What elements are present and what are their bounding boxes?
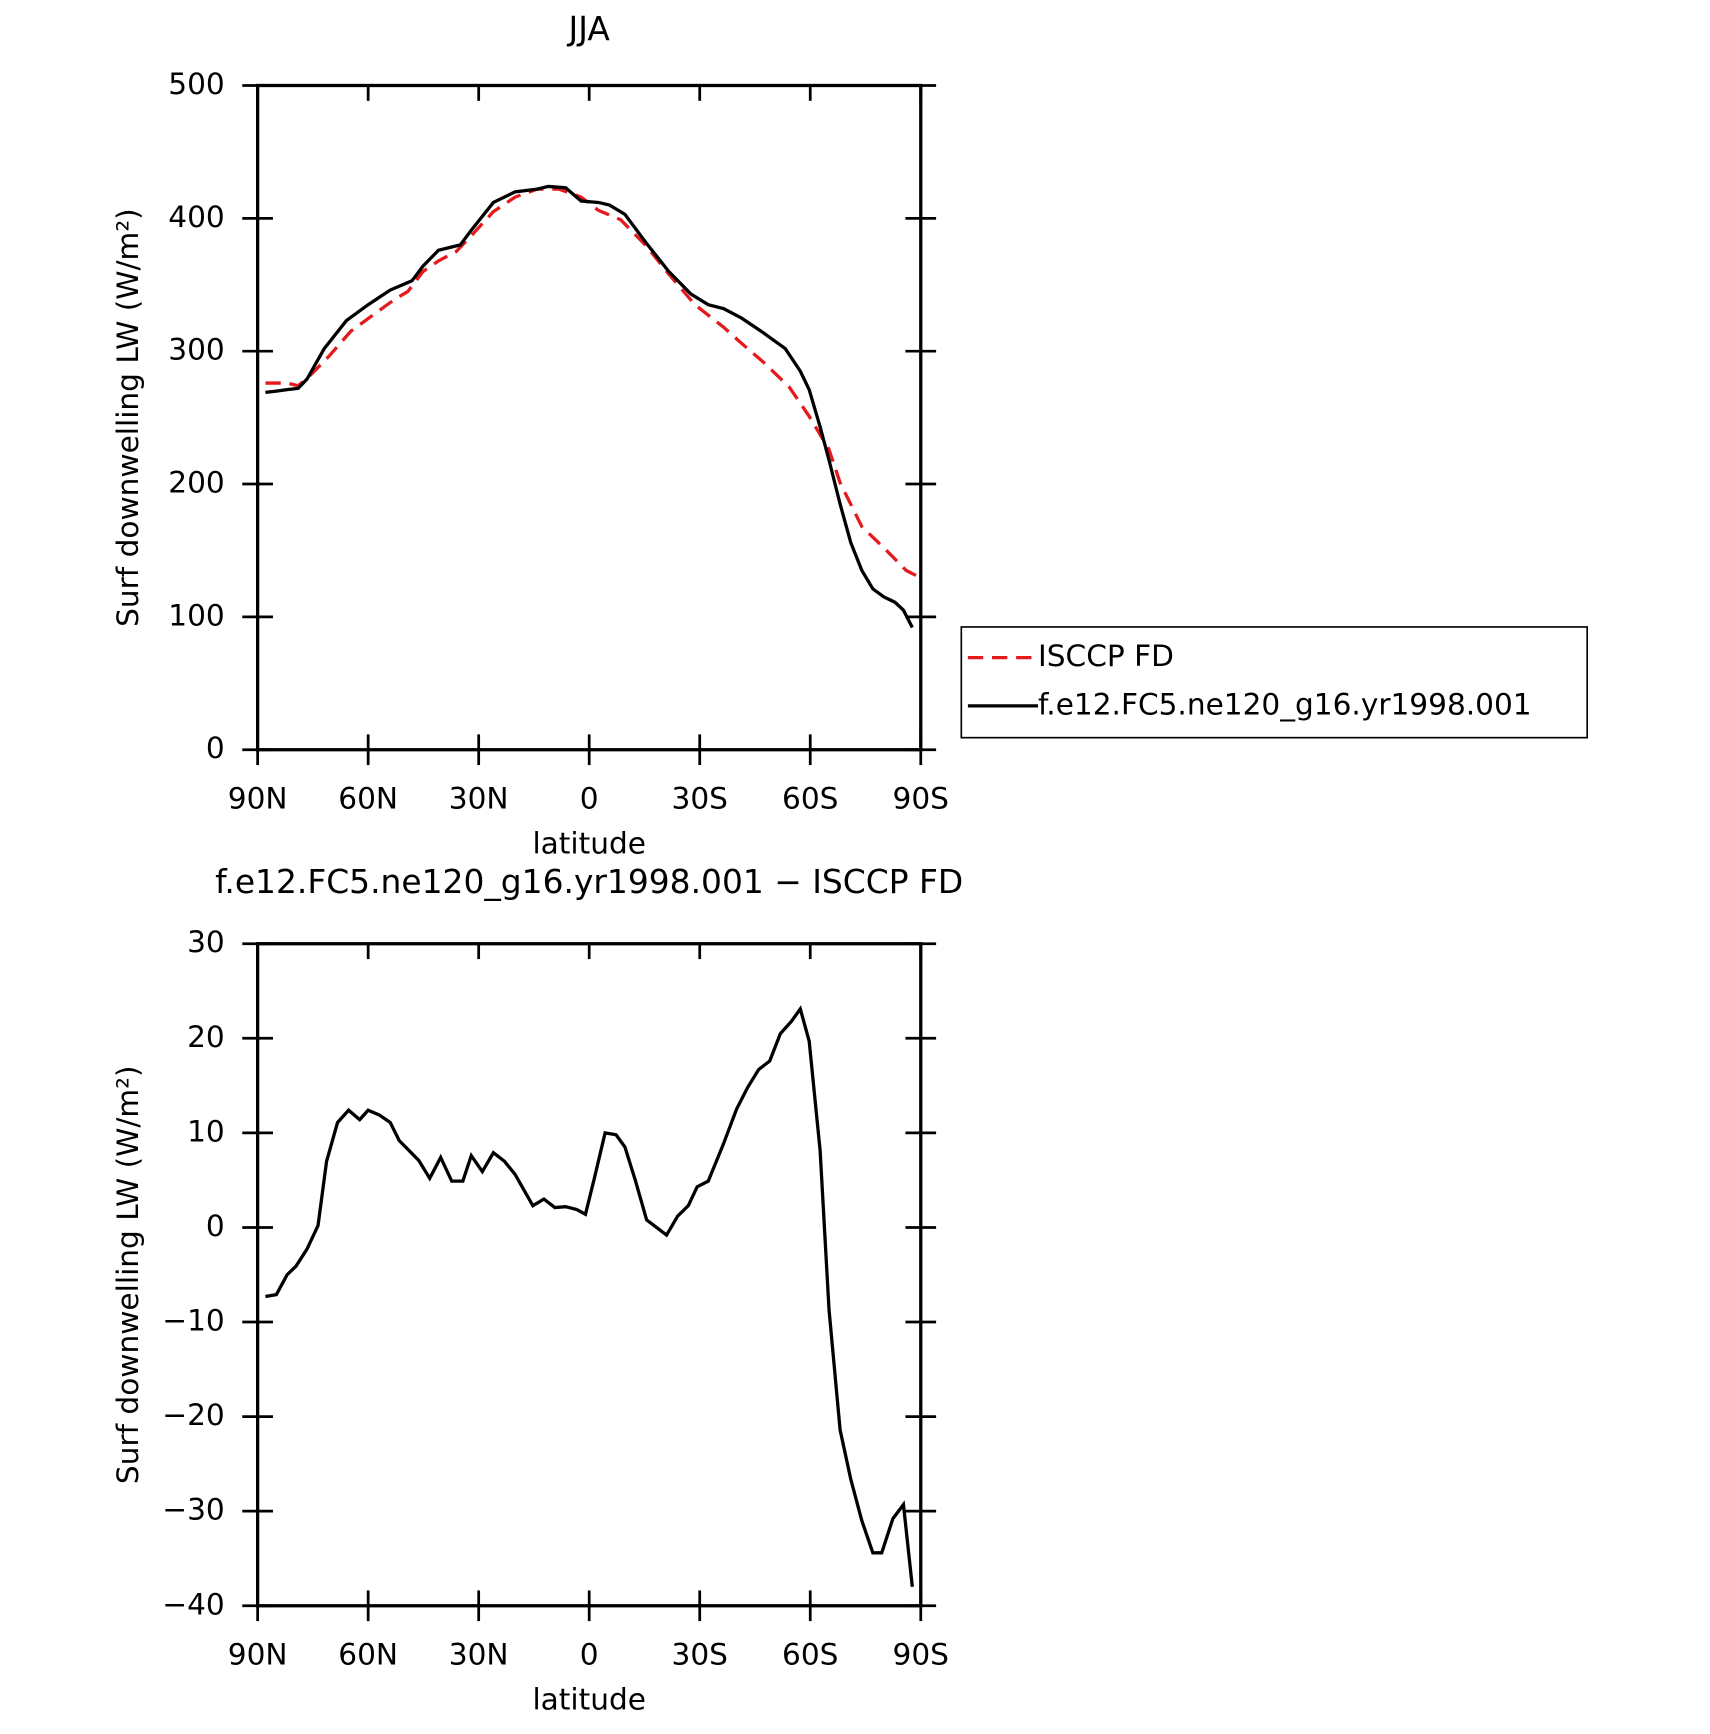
x-tick-label: 0 [580, 782, 599, 816]
data-line [265, 187, 918, 578]
plot-frame [255, 942, 923, 1608]
y-tick-label: 500 [168, 67, 224, 101]
x-tick-label: 30S [672, 782, 728, 816]
y-tick-label: 10 [187, 1114, 225, 1148]
y-tick-label: 0 [206, 1209, 225, 1243]
x-tick-label: 90S [893, 782, 949, 816]
x-tick-label: 60N [338, 782, 398, 816]
x-tick-label: 0 [580, 1638, 599, 1672]
plot-frame [255, 83, 923, 752]
x-tick-label: 30S [672, 1638, 728, 1672]
legend-box [960, 626, 1589, 739]
x-tick-label: 60S [782, 782, 838, 816]
x-tick-label: 90N [228, 782, 288, 816]
x-tick-label: 90S [893, 1638, 949, 1672]
y-tick-label: −30 [162, 1493, 224, 1527]
y-tick-label: 400 [168, 200, 224, 234]
y-tick-label: 200 [168, 466, 224, 500]
x-tick-label: 30N [449, 782, 509, 816]
x-tick-label: 90N [228, 1638, 288, 1672]
x-tick-label: 60N [338, 1638, 398, 1672]
y-tick-label: −10 [162, 1304, 224, 1338]
x-axis-label: latitude [532, 827, 645, 861]
data-line [265, 1005, 914, 1587]
legend-label: f.e12.FC5.ne120_g16.yr1998.001 [1038, 687, 1532, 721]
chart-title: f.e12.FC5.ne120_g16.yr1998.001 − ISCCP F… [215, 862, 963, 901]
x-axis-label: latitude [532, 1683, 645, 1717]
y-tick-label: 300 [168, 333, 224, 367]
legend-label: ISCCP FD [1038, 639, 1174, 673]
y-tick-label: 100 [168, 598, 224, 632]
y-axis-label: Surf downwelling LW (W/m²) [111, 208, 145, 627]
chart-title: JJA [567, 9, 611, 48]
x-tick-label: 30N [449, 1638, 509, 1672]
x-tick-label: 60S [782, 1638, 838, 1672]
data-line [265, 184, 914, 629]
y-tick-label: −40 [162, 1587, 224, 1621]
y-axis-label: Surf downwelling LW (W/m²) [111, 1065, 145, 1484]
y-tick-label: 0 [206, 731, 225, 765]
y-tick-label: 30 [187, 925, 225, 959]
y-tick-label: 20 [187, 1020, 225, 1054]
y-tick-label: −20 [162, 1398, 224, 1432]
